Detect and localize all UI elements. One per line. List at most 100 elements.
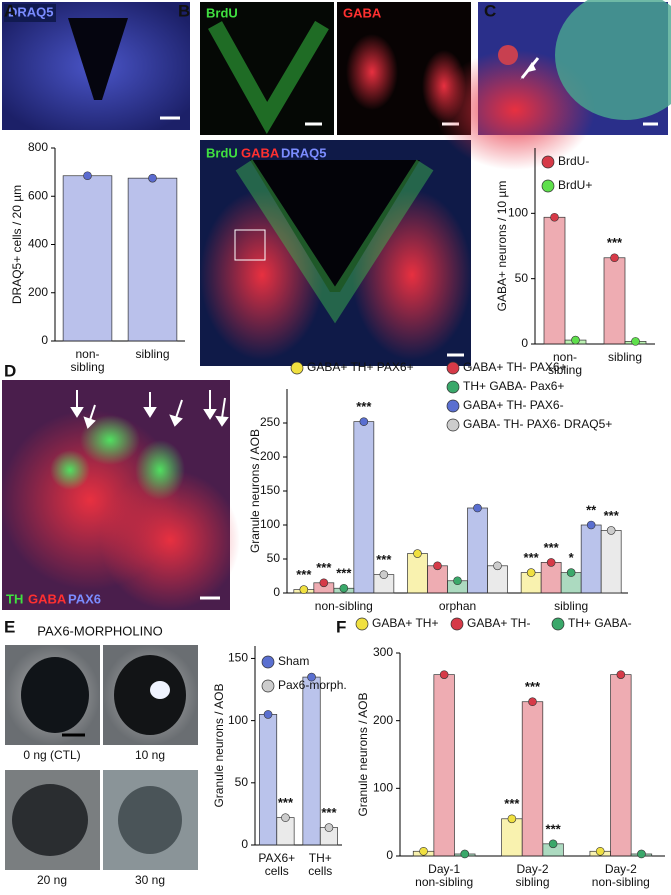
- y-tick-label: 100: [373, 781, 393, 795]
- x-tick-label: sibling: [135, 347, 169, 361]
- legend-marker: [450, 617, 464, 631]
- image-e: [5, 645, 198, 870]
- label-line: sibling: [515, 875, 549, 889]
- bar-cap: [339, 583, 349, 593]
- significance: ***: [296, 567, 312, 582]
- label-line: non-: [75, 347, 99, 361]
- y-tick-label: 0: [41, 333, 48, 347]
- legend-label: GABA+ TH-: [467, 616, 530, 630]
- significance: ***: [321, 805, 337, 820]
- image-a: [2, 2, 190, 130]
- legend-label: GABA+ TH- PAX6+: [463, 360, 567, 374]
- bar: [603, 257, 626, 345]
- x-tick-label: sibling: [554, 599, 588, 613]
- label-line: sibling: [548, 363, 582, 377]
- y-tick-label: 250: [260, 415, 280, 429]
- bar: [407, 553, 428, 594]
- bar-cap: [460, 849, 470, 859]
- image-label: GABA: [241, 145, 280, 160]
- y-axis-label: Granule neurons / AOB: [356, 692, 370, 816]
- bar: [580, 524, 602, 594]
- y-tick-label: 0: [241, 837, 248, 851]
- bar-cap: [439, 670, 449, 679]
- y-tick-label: 100: [508, 206, 528, 220]
- bar-cap: [473, 503, 482, 513]
- label-line: non-sibling: [592, 875, 650, 889]
- y-tick-label: 300: [373, 645, 393, 659]
- bar-cap: [566, 568, 576, 577]
- bar: [353, 421, 375, 594]
- y-axis-label: DRAQ5+ cells / 20 µm: [10, 185, 24, 304]
- bar-cap: [453, 576, 462, 586]
- x-tick-label: Day-2 non-sibling: [592, 862, 650, 889]
- bar-cap: [359, 417, 369, 426]
- significance: ***: [504, 796, 520, 811]
- legend-label: GABA+ TH+ PAX6+: [307, 360, 414, 374]
- significance: ***: [356, 399, 372, 414]
- label-line: Day-2: [516, 862, 548, 876]
- panel-label: D: [4, 361, 16, 380]
- legend-label: TH+ GABA-: [568, 616, 632, 630]
- image-c: [435, 0, 671, 170]
- legend-label: GABA- TH- PAX6- DRAQ5+: [463, 417, 612, 431]
- panel-label: E: [4, 617, 15, 636]
- x-tick-label: orphan: [439, 599, 476, 613]
- y-axis-label: GABA+ neurons / 10 µm: [495, 181, 509, 312]
- x-tick-label: Day-1 non-sibling: [415, 862, 473, 889]
- bar-cap: [637, 849, 646, 859]
- y-tick-label: 600: [28, 188, 48, 202]
- x-tick-label: non-sibling: [315, 599, 373, 613]
- label-line: cells: [308, 864, 332, 878]
- bar-cap: [148, 173, 157, 183]
- significance: ***: [607, 235, 623, 250]
- label-line: sibling: [70, 360, 104, 374]
- image-label: DRAQ5: [8, 4, 54, 19]
- label-line: cells: [265, 864, 289, 878]
- significance: ***: [525, 679, 541, 694]
- bar-cap: [550, 212, 559, 222]
- legend-label: GABA+ TH- PAX6-: [463, 398, 564, 412]
- bar-cap: [526, 568, 536, 577]
- label-line: PAX6+: [258, 851, 295, 865]
- x-tick-label: sibling: [608, 350, 642, 364]
- bar-cap: [528, 697, 537, 707]
- legend-marker: [290, 361, 304, 375]
- significance: ***: [546, 821, 562, 836]
- bar-cap: [379, 570, 389, 579]
- y-tick-label: 0: [386, 848, 393, 862]
- image-b-gaba: [337, 2, 471, 135]
- image-d: [0, 380, 240, 610]
- y-tick-label: 400: [28, 237, 48, 251]
- bar-cap: [610, 253, 619, 263]
- bar-cap: [83, 171, 92, 181]
- bar-cap: [419, 846, 428, 856]
- legend-marker: [446, 361, 460, 375]
- panel-label: F: [336, 617, 346, 636]
- legend-marker: [541, 179, 555, 193]
- bar: [433, 674, 455, 857]
- bar: [501, 818, 523, 857]
- bar-cap: [507, 814, 517, 824]
- y-tick-label: 50: [235, 775, 249, 789]
- bar-cap: [493, 561, 502, 571]
- legend-label: GABA+ TH+: [372, 616, 438, 630]
- y-tick-label: 0: [521, 336, 528, 350]
- legend-marker: [446, 418, 460, 432]
- bar-cap: [586, 520, 596, 530]
- legend-marker: [261, 655, 275, 669]
- image-title: PAX6-MORPHOLINO: [37, 623, 162, 638]
- bar-cap: [433, 561, 442, 571]
- image-label: BrdU: [206, 5, 238, 20]
- image-caption: 10 ng: [135, 748, 165, 762]
- y-tick-label: 50: [267, 551, 281, 565]
- significance: ***: [316, 560, 332, 575]
- legend-marker: [261, 679, 275, 693]
- bar: [540, 562, 562, 594]
- significance: **: [586, 502, 597, 517]
- y-axis-label: Granule neurons / AOB: [248, 429, 262, 553]
- legend-label: Sham: [278, 654, 309, 668]
- image-label: GABA: [28, 591, 67, 606]
- bar-cap: [263, 710, 273, 719]
- bar-cap: [307, 672, 316, 682]
